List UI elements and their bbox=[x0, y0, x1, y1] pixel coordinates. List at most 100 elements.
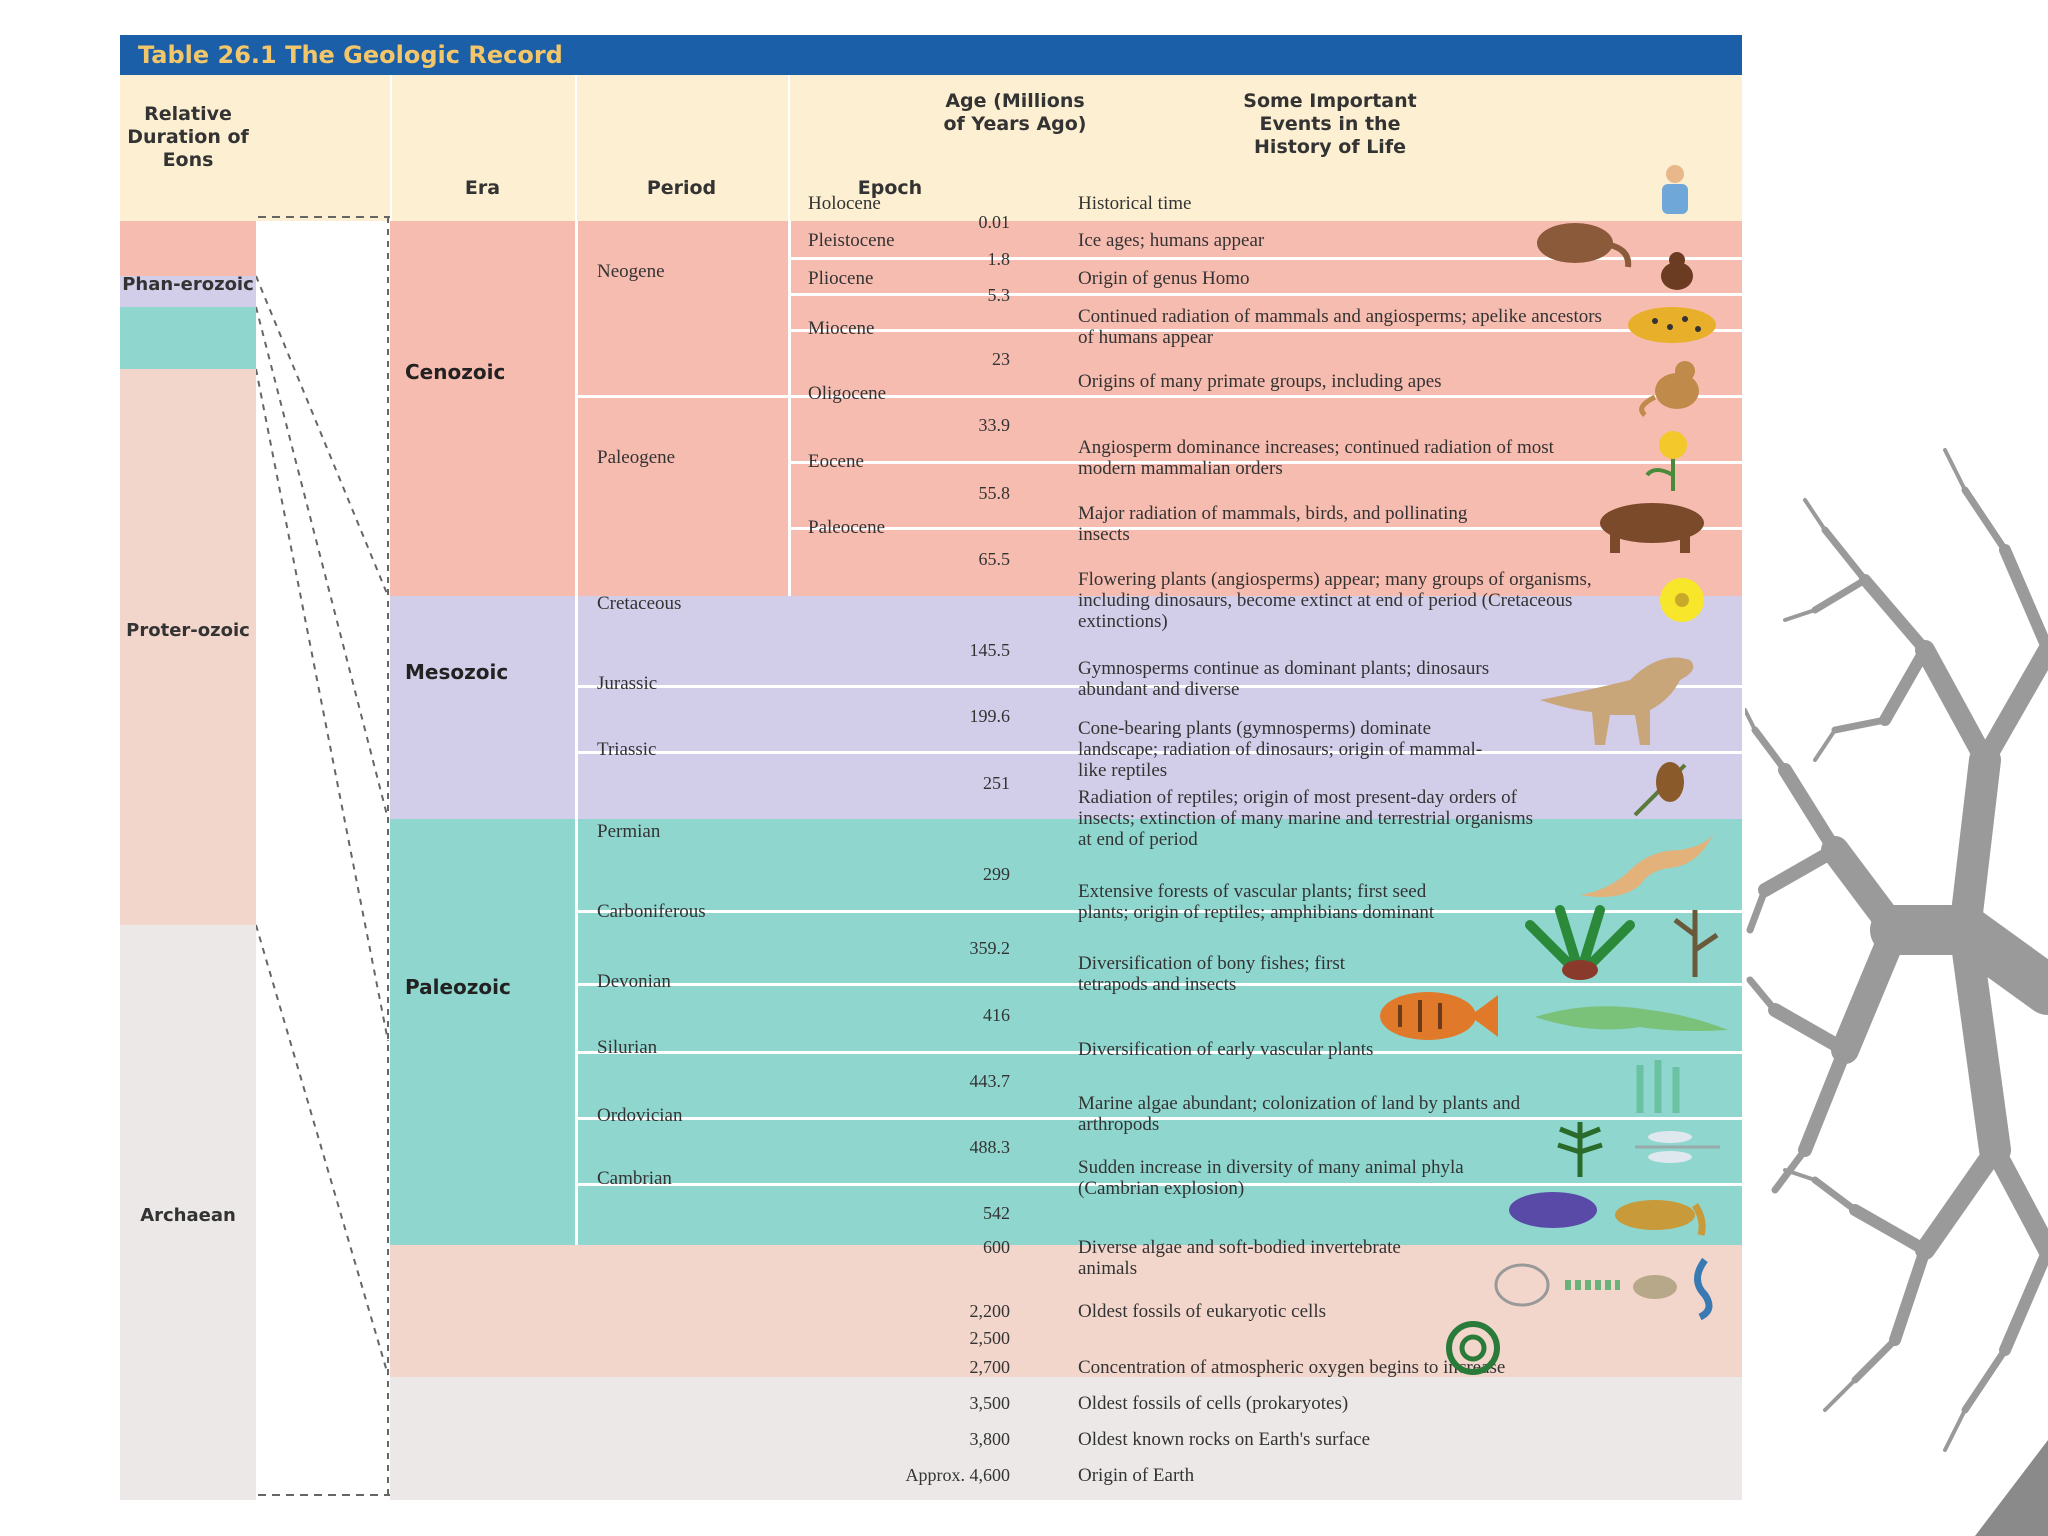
age-value: 1.8 bbox=[987, 249, 1011, 269]
eon-phanerozoic-paleozoic bbox=[120, 307, 256, 369]
epoch-eocene: Eocene bbox=[808, 451, 864, 472]
period-cambrian: Cambrian bbox=[597, 1168, 672, 1189]
leopard-icon bbox=[1628, 307, 1716, 343]
age-value: 65.5 bbox=[978, 549, 1011, 569]
fern-icon bbox=[1525, 905, 1635, 980]
eon-proterozoic bbox=[120, 369, 256, 925]
period-silurian: Silurian bbox=[597, 1037, 658, 1058]
eukaryote-cell-icon bbox=[1446, 1321, 1500, 1375]
period-permian: Permian bbox=[597, 821, 661, 842]
row-divider bbox=[575, 1051, 1742, 1054]
header-age: Age (Millions of Years Ago) bbox=[943, 90, 1087, 135]
flower-icon bbox=[1645, 431, 1687, 491]
row-divider bbox=[788, 257, 1742, 260]
age-value: 416 bbox=[983, 1005, 1010, 1025]
event-text: Flowering plants (angiosperms) appear; m… bbox=[1078, 569, 1592, 632]
row-divider bbox=[788, 293, 1742, 296]
soft-body-icon bbox=[1494, 1257, 1713, 1320]
event-text: Origins of many primate groups, includin… bbox=[1078, 371, 1442, 392]
monkey-icon bbox=[1639, 361, 1699, 417]
header-divider bbox=[788, 75, 790, 221]
row-divider bbox=[788, 461, 1742, 464]
event-text: Continued radiation of mammals and angio… bbox=[1078, 306, 1602, 348]
geologic-record-table: Table 26.1 The Geologic Record Relative … bbox=[120, 35, 1742, 1500]
period-jurassic: Jurassic bbox=[597, 673, 658, 694]
row-divider bbox=[575, 983, 1742, 986]
event-text: Diversification of early vascular plants bbox=[1078, 1039, 1374, 1060]
vascular-plant-icon bbox=[1636, 1060, 1680, 1113]
age-value: 5.3 bbox=[987, 285, 1011, 305]
row-divider bbox=[788, 329, 1742, 332]
age-value: 443.7 bbox=[969, 1071, 1011, 1091]
row-divider bbox=[575, 1117, 1742, 1120]
row-divider bbox=[575, 751, 1742, 754]
row-divider bbox=[575, 910, 1742, 913]
person-icon bbox=[1662, 165, 1688, 214]
event-text: Concentration of atmospheric oxygen begi… bbox=[1078, 1357, 1506, 1378]
paleozoic-band bbox=[390, 819, 1742, 1245]
archaean-band bbox=[390, 1377, 1742, 1500]
epoch-holocene: Holocene bbox=[808, 193, 881, 214]
mesozoic-band bbox=[390, 596, 1742, 819]
dinosaur-icon bbox=[1540, 657, 1694, 745]
yellow-flower-icon bbox=[1660, 578, 1704, 622]
fish-icon bbox=[1380, 992, 1498, 1040]
epoch-paleocene: Paleocene bbox=[808, 517, 886, 538]
event-text: Ice ages; humans appear bbox=[1078, 230, 1265, 251]
period-cretaceous: Cretaceous bbox=[597, 593, 682, 614]
period-paleogene: Paleogene bbox=[597, 447, 676, 468]
age-value: 0.01 bbox=[978, 212, 1011, 232]
row-divider bbox=[575, 1183, 1742, 1186]
period-triassic: Triassic bbox=[597, 739, 657, 760]
fern-icon bbox=[1557, 1122, 1603, 1177]
header-era: Era bbox=[464, 177, 501, 199]
event-text: Oldest fossils of cells (prokaryotes) bbox=[1078, 1393, 1349, 1414]
event-text: Cone-bearing plants (gymnosperms) domina… bbox=[1078, 718, 1483, 781]
eon-archaean bbox=[120, 925, 256, 1500]
age-value: 299 bbox=[983, 864, 1010, 884]
mammoth-icon bbox=[1537, 223, 1632, 268]
epoch-miocene: Miocene bbox=[808, 318, 875, 339]
age-value: 251 bbox=[983, 773, 1010, 793]
age-value: 199.6 bbox=[969, 706, 1011, 726]
era-label-cenozoic: Cenozoic bbox=[405, 360, 506, 384]
age-value: 2,700 bbox=[969, 1357, 1011, 1377]
hominid-icon bbox=[1661, 252, 1693, 290]
header-eons: Relative Duration of Eons bbox=[127, 103, 249, 171]
event-text: Angiosperm dominance increases; continue… bbox=[1078, 437, 1554, 479]
period-neogene: Neogene bbox=[597, 261, 665, 282]
col-divider-period bbox=[788, 221, 791, 596]
eon-label-phanerozoic: Phan-erozoic bbox=[122, 274, 254, 295]
row-divider bbox=[575, 395, 1742, 398]
table-title: Table 26.1 The Geologic Record bbox=[120, 35, 1742, 75]
proterozoic-band bbox=[390, 1245, 1742, 1377]
event-text: Diversification of bony fishes; first te… bbox=[1078, 953, 1346, 995]
age-value: 3,500 bbox=[969, 1393, 1011, 1413]
event-text: Gymnosperms continue as dominant plants;… bbox=[1078, 658, 1490, 700]
age-value: 55.8 bbox=[978, 483, 1011, 503]
age-value: 542 bbox=[983, 1203, 1010, 1223]
age-value: 3,800 bbox=[969, 1429, 1011, 1449]
header-events: Some Important Events in the History of … bbox=[1243, 90, 1417, 158]
period-ordovician: Ordovician bbox=[597, 1105, 683, 1126]
trilobite-icon bbox=[1615, 1200, 1706, 1236]
col-divider-era bbox=[575, 221, 578, 1245]
bear-icon bbox=[1600, 503, 1704, 553]
event-text: Origin of genus Homo bbox=[1078, 268, 1250, 289]
pine-cone-icon bbox=[1633, 762, 1687, 817]
epoch-pleistocene: Pleistocene bbox=[808, 230, 895, 251]
age-value: 2,500 bbox=[969, 1328, 1011, 1348]
event-text: Origin of Earth bbox=[1078, 1465, 1195, 1486]
age-value: Approx. 4,600 bbox=[905, 1465, 1011, 1485]
age-value: 23 bbox=[992, 349, 1010, 369]
eon-scale-connectors bbox=[256, 216, 390, 1496]
epoch-pliocene: Pliocene bbox=[808, 268, 874, 289]
era-label-paleozoic: Paleozoic bbox=[405, 975, 511, 999]
period-carboniferous: Carboniferous bbox=[597, 901, 706, 922]
age-value: 33.9 bbox=[978, 415, 1011, 435]
age-value: 2,200 bbox=[969, 1301, 1011, 1321]
epoch-oligocene: Oligocene bbox=[808, 383, 887, 404]
header-divider bbox=[390, 75, 392, 221]
age-value: 145.5 bbox=[969, 640, 1011, 660]
age-value: 488.3 bbox=[969, 1137, 1011, 1157]
